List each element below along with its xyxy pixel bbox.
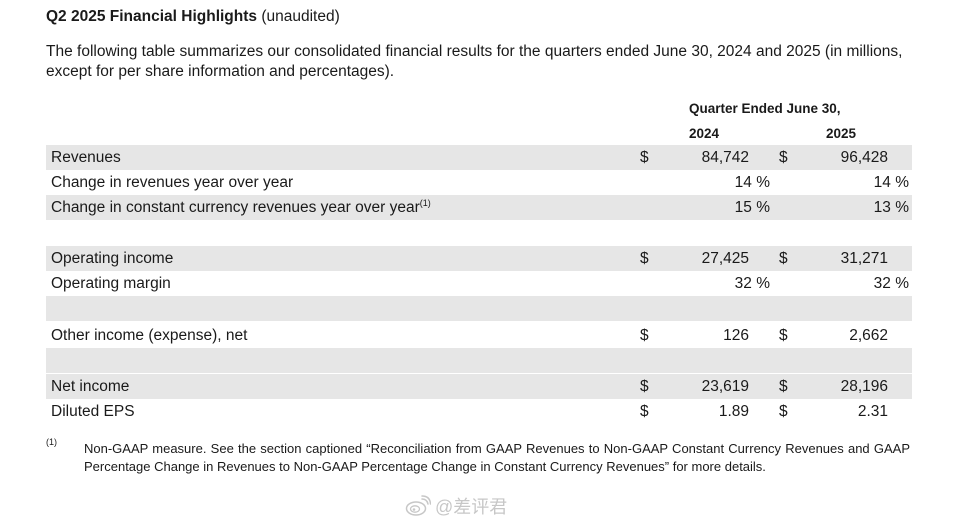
watermark-text: @差评君 (435, 497, 508, 517)
weibo-logo-icon (405, 495, 431, 516)
value-2024: 1.89 (718, 403, 749, 420)
row-label: Change in revenues year over year (51, 174, 294, 191)
value-2025: 14 % (873, 174, 909, 191)
intro-paragraph: The following table summarizes our conso… (46, 43, 903, 80)
year-header-2024: 2024 (689, 126, 720, 141)
value-2024: 27,425 (701, 250, 749, 267)
value-2025: 2,662 (849, 327, 888, 344)
row-label: Operating margin (51, 275, 171, 292)
currency-symbol: $ (640, 149, 649, 166)
row-label: Other income (expense), net (51, 327, 248, 344)
currency-symbol: $ (779, 378, 788, 395)
table-row: Net income $ 23,619 $ 28,196 (46, 374, 912, 399)
row-label-text: Change in constant currency revenues yea… (51, 199, 420, 216)
value-2025: 96,428 (840, 149, 888, 166)
table-row: Revenues $ 84,742 $ 96,428 (46, 145, 912, 170)
title-main: Q2 2025 Financial Highlights (46, 8, 258, 25)
row-label: Diluted EPS (51, 403, 135, 420)
value-2024: 15 % (734, 199, 770, 216)
watermark: @差评君 (405, 493, 507, 519)
currency-symbol: $ (779, 403, 788, 420)
period-header: Quarter Ended June 30, (689, 101, 841, 116)
currency-symbol: $ (779, 250, 788, 267)
table-row: Operating margin 32 % 32 % (46, 271, 912, 296)
currency-symbol: $ (640, 250, 649, 267)
footnote-text: Non-GAAP measure. See the section captio… (84, 441, 910, 474)
page-title: Q2 2025 Financial Highlights (unaudited) (46, 8, 340, 26)
row-label: Operating income (51, 250, 174, 267)
value-2024: 84,742 (701, 149, 749, 166)
footnote-reference: (1) (419, 198, 431, 208)
row-label: Change in constant currency revenues yea… (51, 195, 431, 220)
row-label: Net income (51, 378, 130, 395)
currency-symbol: $ (779, 149, 788, 166)
table-row: Change in revenues year over year 14 % 1… (46, 170, 912, 195)
table-row: Change in constant currency revenues yea… (46, 195, 912, 220)
value-2024: 14 % (734, 174, 770, 191)
value-2025: 13 % (873, 199, 909, 216)
value-2025: 32 % (873, 275, 909, 292)
footnote-marker: (1) (46, 437, 57, 447)
currency-symbol: $ (640, 327, 649, 344)
row-label: Revenues (51, 149, 121, 166)
value-2024: 32 % (734, 275, 770, 292)
currency-symbol: $ (779, 327, 788, 344)
table-row: Operating income $ 27,425 $ 31,271 (46, 246, 912, 271)
table-row: Other income (expense), net $ 126 $ 2,66… (46, 323, 912, 348)
currency-symbol: $ (640, 403, 649, 420)
value-2025: 2.31 (857, 403, 888, 420)
currency-symbol: $ (640, 378, 649, 395)
table-spacer-row (46, 348, 912, 373)
title-suffix: (unaudited) (257, 8, 340, 25)
table-spacer-row (46, 296, 912, 321)
value-2025: 31,271 (840, 250, 888, 267)
value-2024: 23,619 (701, 378, 749, 395)
year-header-2025: 2025 (826, 126, 857, 141)
value-2024: 126 (723, 327, 749, 344)
table-row: Diluted EPS $ 1.89 $ 2.31 (46, 399, 912, 424)
value-2025: 28,196 (840, 378, 888, 395)
